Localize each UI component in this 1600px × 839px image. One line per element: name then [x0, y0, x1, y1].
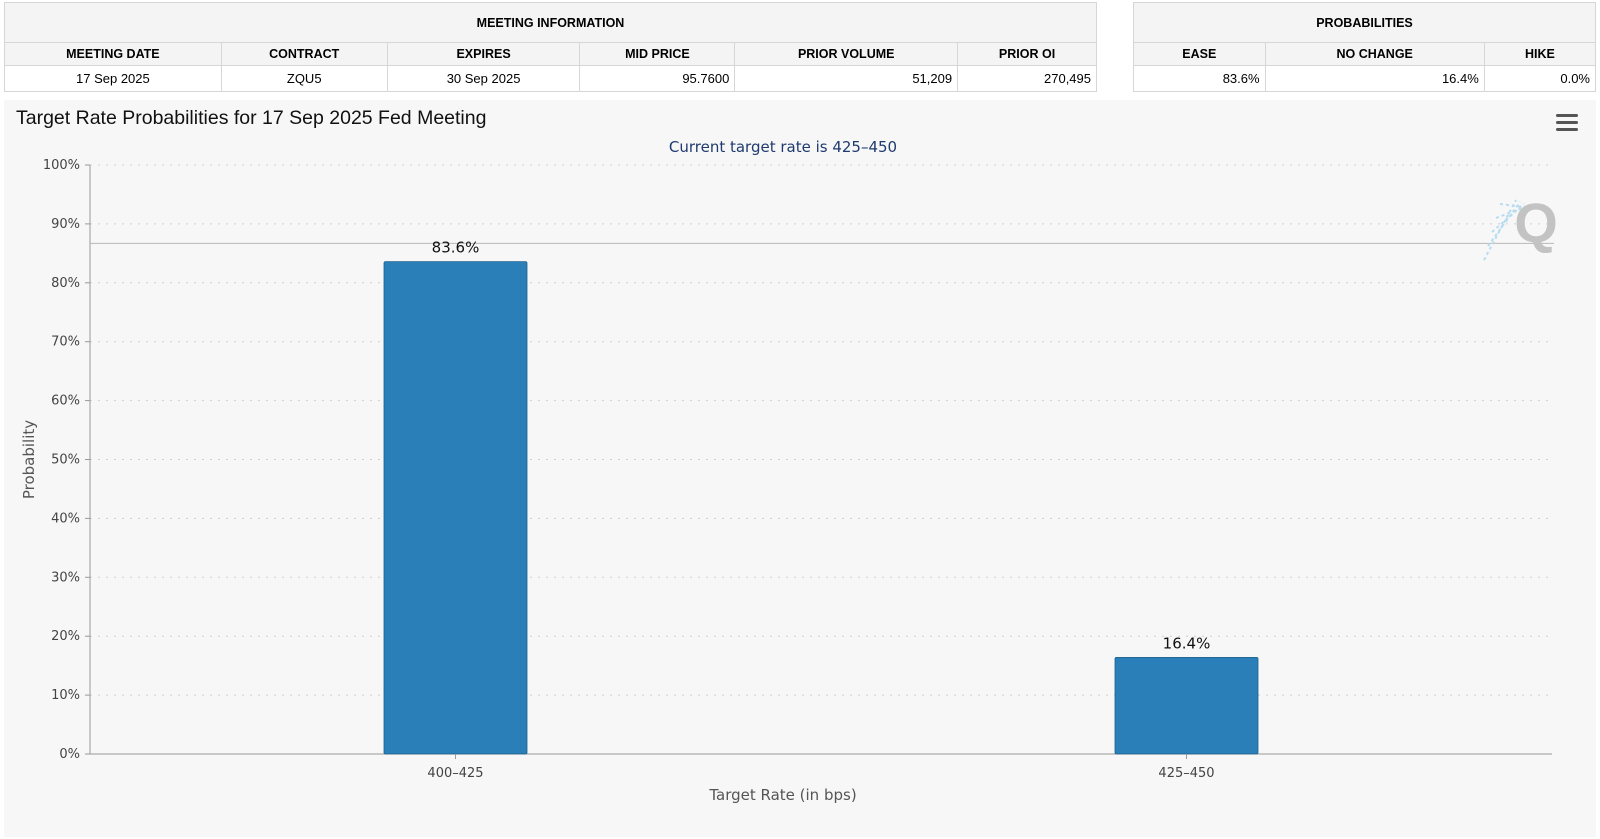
column-header-prior-volume: PRIOR VOLUME	[734, 42, 959, 66]
bar-data-label: 83.6%	[432, 239, 480, 257]
x-axis-title: Target Rate (in bps)	[708, 786, 856, 804]
y-tick-label: 0%	[59, 747, 80, 762]
cell-no-change: 16.4%	[1264, 65, 1485, 92]
column-header-no-change: NO CHANGE	[1264, 42, 1485, 66]
y-tick-label: 20%	[51, 629, 80, 644]
bar	[1114, 657, 1259, 755]
meeting-information-heading: MEETING INFORMATION	[4, 2, 1097, 43]
bar	[383, 261, 528, 755]
cell-ease: 83.6%	[1133, 65, 1266, 92]
bar-data-label: 16.4%	[1163, 634, 1211, 652]
column-header-meeting-date: MEETING DATE	[4, 42, 222, 66]
cell-prior-volume: 51,209	[734, 65, 959, 92]
column-header-mid-price: MID PRICE	[579, 42, 736, 66]
y-tick-label: 70%	[51, 335, 80, 350]
cell-hike: 0.0%	[1483, 65, 1597, 92]
x-tick-label: 425–450	[1158, 766, 1214, 781]
y-tick-label: 50%	[51, 453, 80, 468]
x-tick-label: 400–425	[427, 766, 483, 781]
column-header-contract: CONTRACT	[220, 42, 388, 66]
y-tick-label: 100%	[43, 158, 80, 173]
cell-contract: ZQU5	[220, 65, 388, 92]
probabilities-heading: PROBABILITIES	[1133, 2, 1596, 43]
probabilities-table: PROBABILITIES EASE NO CHANGE HIKE 83.6% …	[1133, 2, 1597, 92]
chart-title: Target Rate Probabilities for 17 Sep 202…	[16, 107, 487, 129]
chart-svg: 0% 10% 20% 30% 40% 50% 60% 70% 80% 90% 100% Q 83.6% 4…	[20, 138, 1558, 804]
column-header-hike: HIKE	[1483, 42, 1597, 66]
meeting-information-table: MEETING INFORMATION MEETING DATE CONTRAC…	[4, 2, 1097, 92]
y-axis-title: Probability	[20, 420, 38, 499]
watermark-letter: Q	[1514, 191, 1558, 254]
cell-mid-price: 95.7600	[579, 65, 736, 92]
y-tick-label: 80%	[51, 276, 80, 291]
column-header-prior-oi: PRIOR OI	[957, 42, 1097, 66]
column-header-ease: EASE	[1133, 42, 1266, 66]
cell-expires: 30 Sep 2025	[386, 65, 581, 92]
y-tick-label: 40%	[51, 511, 80, 526]
cell-prior-oi: 270,495	[957, 65, 1097, 92]
chart-panel: 0% 10% 20% 30% 40% 50% 60% 70% 80% 90% 100% Q 83.6% 4…	[4, 100, 1596, 837]
watermark-logo: Q	[1483, 191, 1558, 261]
y-tick-label: 10%	[51, 688, 80, 703]
y-tick-label: 90%	[51, 217, 80, 232]
cell-meeting-date: 17 Sep 2025	[4, 65, 222, 92]
chart-subtitle: Current target rate is 425–450	[669, 138, 897, 156]
y-tick-label: 60%	[51, 394, 80, 409]
hamburger-menu-icon[interactable]	[1556, 114, 1578, 132]
column-header-expires: EXPIRES	[386, 42, 581, 66]
y-tick-label: 30%	[51, 570, 80, 585]
